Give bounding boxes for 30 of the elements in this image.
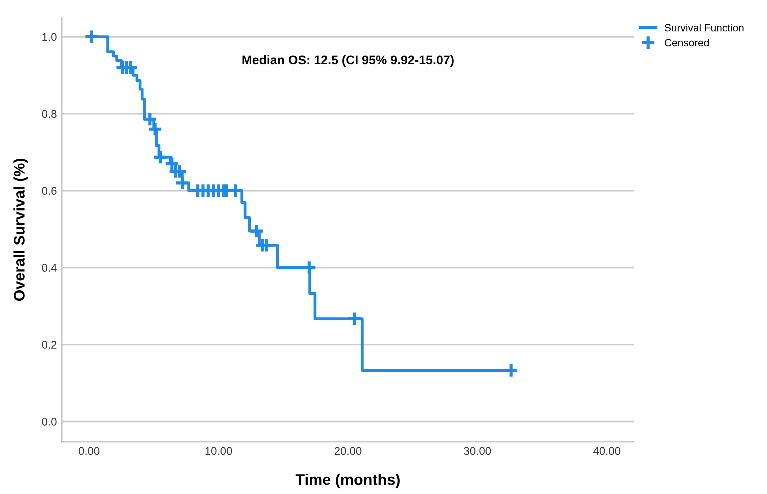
- y-tick-label: 1.0: [42, 33, 57, 42]
- point: [164, 156, 180, 172]
- x-tick-label: 0.00: [78, 447, 100, 456]
- point: [228, 183, 244, 199]
- y-tick-label: 0.4: [42, 264, 57, 272]
- point: [122, 60, 139, 76]
- y-tick-label: 0.6: [42, 187, 57, 196]
- point: [148, 122, 164, 138]
- y-axis-title: Overall Survival (%): [14, 158, 28, 302]
- y-tick-label: 0.8: [42, 110, 57, 118]
- legend-label: Survival Function: [664, 24, 744, 32]
- point: [504, 362, 520, 378]
- point: [249, 224, 265, 240]
- y-tick-label: 0.2: [42, 341, 57, 349]
- y-tick-label: 0.0: [42, 418, 57, 426]
- x-tick-label: 20.00: [334, 447, 362, 456]
- point: [172, 164, 188, 180]
- x-tick-label: 10.00: [206, 447, 232, 456]
- point: [84, 29, 100, 45]
- x-tick-label: 30.00: [464, 447, 492, 456]
- point: [142, 112, 158, 128]
- legend-label: Censored: [665, 38, 710, 47]
- x-axis-title: Time (months): [296, 474, 400, 488]
- point: [346, 311, 362, 327]
- point: [302, 260, 318, 276]
- x-tick-label: 40.00: [593, 447, 621, 456]
- point: [258, 238, 274, 254]
- annotation: Median OS: 12.5 (CI 95% 9.92-15.07): [242, 55, 454, 68]
- point: [152, 150, 168, 166]
- point: [174, 175, 190, 191]
